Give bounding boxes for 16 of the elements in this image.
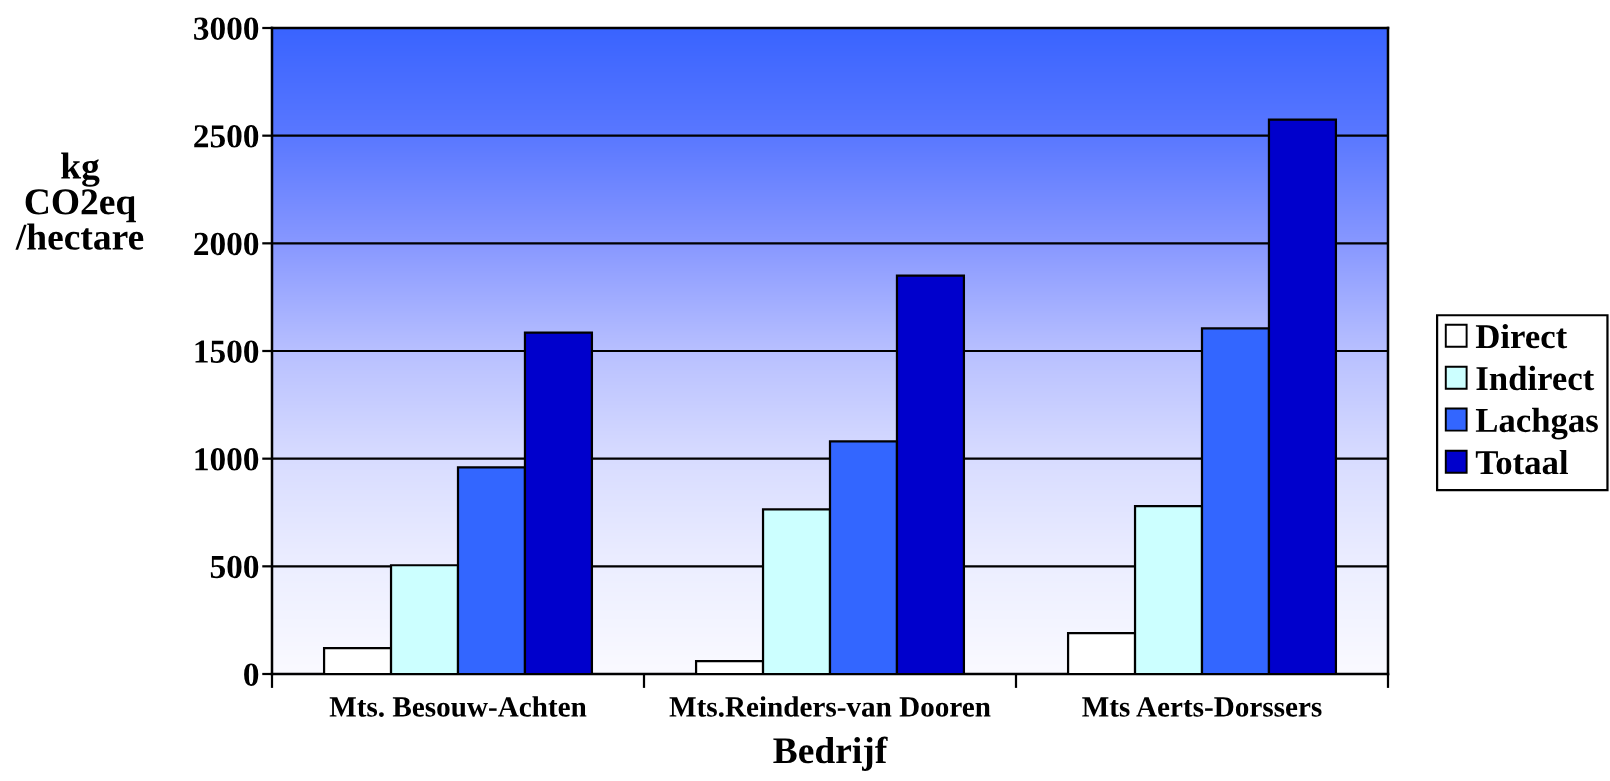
y-tick-label: 1500	[195, 340, 259, 363]
x-tick-label: Mts Aerts-Dorssers	[1082, 697, 1322, 717]
x-tick-label: Mts. Besouw-Achten	[329, 696, 587, 717]
y-tick-label: 3000	[194, 17, 259, 40]
y-tick-label: 1000	[195, 448, 259, 471]
y-tick-label: 2500	[194, 125, 259, 148]
legend-label: Indirect	[1476, 365, 1595, 391]
legend-label: Lachgas	[1475, 407, 1598, 440]
y-tick-label: 2000	[194, 232, 259, 256]
legend-label: Direct	[1475, 323, 1568, 349]
legend-label: Totaal	[1475, 449, 1568, 475]
x-axis-title: Bedrijf	[773, 736, 888, 771]
y-axis-title: kg CO2eq /hectare	[15, 152, 144, 250]
x-tick-label: Mts.Reinders-van Dooren	[669, 696, 991, 717]
y-tick-label: 500	[210, 555, 259, 579]
y-tick-label: 0	[244, 663, 259, 686]
